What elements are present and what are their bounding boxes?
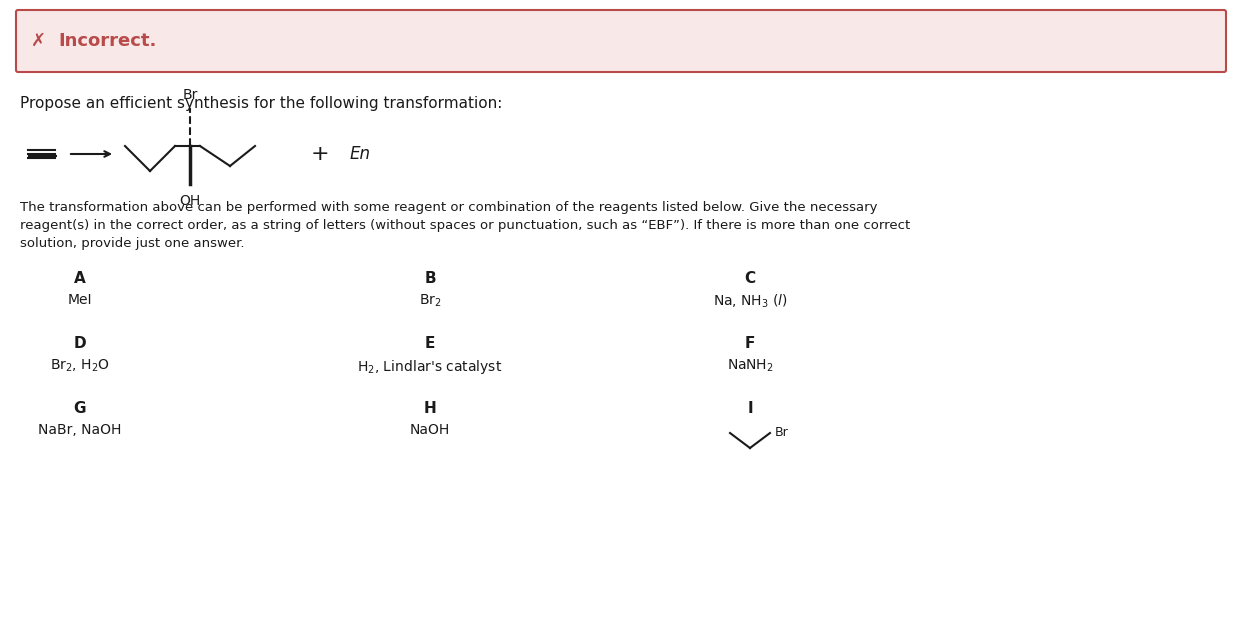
Text: D: D (73, 336, 86, 351)
Text: OH: OH (179, 194, 201, 208)
Text: H: H (424, 401, 436, 416)
Text: Br: Br (183, 88, 197, 102)
Text: +: + (310, 144, 329, 164)
Text: C: C (744, 271, 755, 286)
Text: Propose an efficient synthesis for the following transformation:: Propose an efficient synthesis for the f… (20, 96, 502, 111)
Text: ✗: ✗ (31, 32, 46, 50)
Text: Br$_2$: Br$_2$ (419, 293, 441, 309)
Text: Br$_2$, H$_2$O: Br$_2$, H$_2$O (50, 358, 111, 374)
Text: NaBr, NaOH: NaBr, NaOH (39, 423, 122, 437)
Text: solution, provide just one answer.: solution, provide just one answer. (20, 237, 245, 250)
Text: G: G (73, 401, 86, 416)
Text: MeI: MeI (68, 293, 92, 307)
Text: F: F (745, 336, 755, 351)
Text: A: A (75, 271, 86, 286)
Text: Incorrect.: Incorrect. (58, 32, 156, 50)
Text: Na, NH$_3$ ($l$): Na, NH$_3$ ($l$) (713, 293, 787, 310)
FancyBboxPatch shape (16, 10, 1226, 72)
Text: NaNH$_2$: NaNH$_2$ (727, 358, 774, 374)
Text: H$_2$, Lindlar's catalyst: H$_2$, Lindlar's catalyst (358, 358, 503, 376)
Text: E: E (425, 336, 435, 351)
Text: B: B (425, 271, 436, 286)
Text: Br: Br (775, 426, 789, 439)
Text: reagent(s) in the correct order, as a string of letters (without spaces or punct: reagent(s) in the correct order, as a st… (20, 219, 910, 232)
Text: The transformation above can be performed with some reagent or combination of th: The transformation above can be performe… (20, 201, 878, 214)
Text: NaOH: NaOH (410, 423, 450, 437)
Text: I: I (748, 401, 753, 416)
Text: En: En (349, 145, 370, 163)
